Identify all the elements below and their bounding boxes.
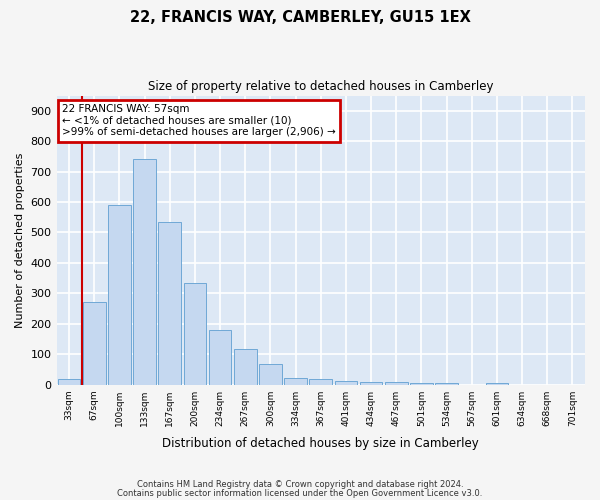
Text: 22 FRANCIS WAY: 57sqm
← <1% of detached houses are smaller (10)
>99% of semi-det: 22 FRANCIS WAY: 57sqm ← <1% of detached … [62, 104, 335, 138]
Bar [133, 160, 156, 384]
Title: Size of property relative to detached houses in Camberley: Size of property relative to detached ho… [148, 80, 494, 93]
Bar [385, 382, 407, 384]
Bar [485, 382, 508, 384]
Text: Contains HM Land Registry data © Crown copyright and database right 2024.: Contains HM Land Registry data © Crown c… [137, 480, 463, 489]
Bar [108, 205, 131, 384]
Bar [58, 378, 80, 384]
Y-axis label: Number of detached properties: Number of detached properties [15, 152, 25, 328]
Bar [310, 378, 332, 384]
Bar [83, 302, 106, 384]
Text: Contains public sector information licensed under the Open Government Licence v3: Contains public sector information licen… [118, 488, 482, 498]
Bar [158, 222, 181, 384]
Bar [410, 382, 433, 384]
Bar [259, 364, 282, 384]
Bar [284, 378, 307, 384]
Bar [360, 382, 382, 384]
Bar [234, 348, 257, 384]
Bar [184, 282, 206, 384]
Bar [335, 381, 357, 384]
Text: 22, FRANCIS WAY, CAMBERLEY, GU15 1EX: 22, FRANCIS WAY, CAMBERLEY, GU15 1EX [130, 10, 470, 25]
Bar [435, 383, 458, 384]
Bar [209, 330, 232, 384]
X-axis label: Distribution of detached houses by size in Camberley: Distribution of detached houses by size … [163, 437, 479, 450]
